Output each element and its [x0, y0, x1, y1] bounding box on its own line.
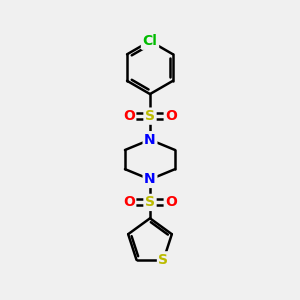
Text: N: N [144, 172, 156, 186]
Text: O: O [165, 109, 177, 123]
Text: O: O [165, 195, 177, 209]
Text: Cl: Cl [142, 34, 158, 48]
Text: O: O [123, 109, 135, 123]
Text: Cl: Cl [142, 34, 158, 48]
Text: O: O [123, 195, 135, 209]
Text: S: S [145, 195, 155, 209]
Text: N: N [144, 133, 156, 147]
Text: S: S [145, 109, 155, 123]
Text: S: S [158, 253, 169, 267]
